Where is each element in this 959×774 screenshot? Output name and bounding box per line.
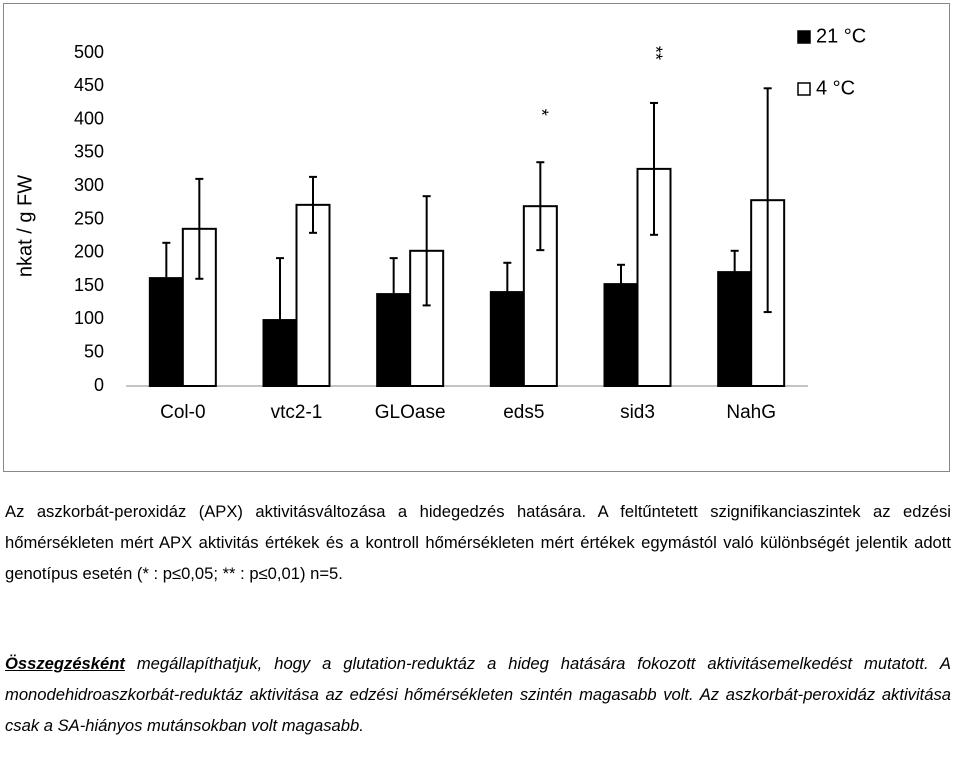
y-tick-label: 0 — [94, 375, 104, 395]
y-tick-label: 300 — [74, 175, 104, 195]
summary-lead: Összegzésként — [5, 654, 125, 673]
bar — [489, 291, 525, 387]
y-tick-label: 50 — [84, 341, 104, 361]
x-tick-label: Col-0 — [160, 402, 205, 423]
y-tick-label: 350 — [74, 142, 104, 162]
y-tick-label: 200 — [74, 242, 104, 262]
y-tick-label: 150 — [74, 275, 104, 295]
y-tick-label: 450 — [74, 75, 104, 95]
bar — [717, 271, 753, 388]
y-axis-label: nkat / g FW — [14, 175, 36, 277]
legend-label: 21 °C — [816, 25, 866, 47]
x-tick-label: eds5 — [503, 402, 544, 423]
y-tick-label: 400 — [74, 108, 104, 128]
bar — [376, 293, 412, 388]
chart: nkat / g FW 0 50 100 150 200 250 300 350 400 450 5… — [3, 3, 950, 472]
x-tick-label: NahG — [726, 402, 776, 423]
y-tick-label: 500 — [74, 42, 104, 62]
chart-frame — [3, 3, 950, 472]
significance-marker: * — [532, 109, 552, 116]
y-tick-label: 250 — [74, 208, 104, 228]
significance-marker: ** — [645, 46, 665, 60]
y-tick-label: 100 — [74, 308, 104, 328]
bar — [262, 319, 298, 388]
legend-swatch — [797, 30, 811, 44]
legend-swatch — [797, 82, 811, 96]
x-tick-label: GLOase — [375, 402, 446, 423]
x-tick-label: vtc2-1 — [271, 402, 323, 423]
bar — [603, 283, 639, 387]
summary-text: megállapíthatjuk, hogy a glutation-reduk… — [5, 654, 951, 735]
bar — [148, 277, 184, 387]
caption: Az aszkorbát-peroxidáz (APX) aktivitásvá… — [5, 502, 951, 583]
bar — [636, 167, 672, 387]
legend-label: 4 °C — [816, 77, 855, 99]
bar — [295, 203, 331, 387]
summary: Összegzésként megállapíthatjuk, hogy a g… — [5, 648, 951, 741]
x-tick-label: sid3 — [620, 402, 655, 423]
